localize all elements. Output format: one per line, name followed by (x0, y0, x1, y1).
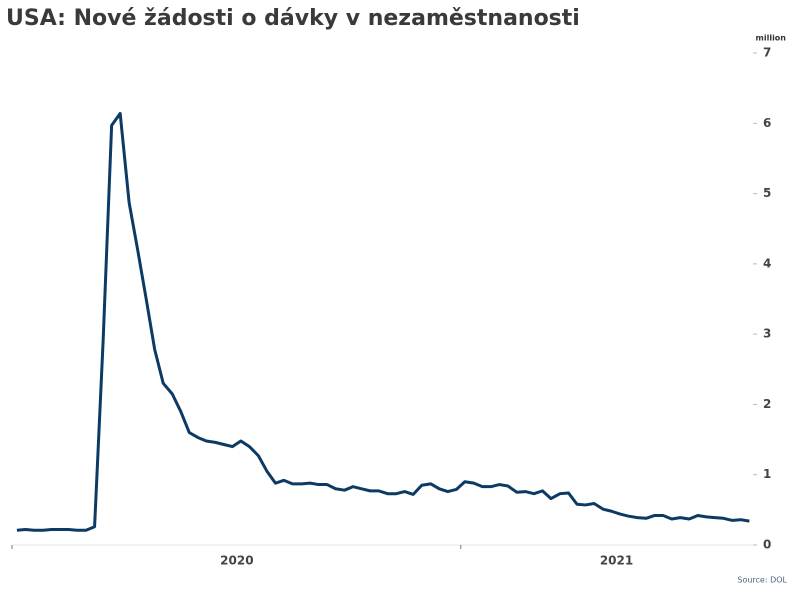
chart-title: USA: Nové žádosti o dávky v nezaměstnano… (6, 6, 580, 31)
source: Source: DOL (737, 576, 787, 585)
data-line (16, 111, 750, 532)
y-tick-label: 1 (763, 467, 771, 481)
y-tick-label: 0 (763, 538, 771, 552)
y-tick-label: 3 (763, 327, 771, 341)
y-tick-label: 7 (763, 46, 771, 60)
y-tick-label: 6 (763, 116, 771, 130)
y-tick-label: 4 (763, 256, 771, 270)
x-tick-label: 2020 (220, 554, 253, 568)
y-tick-label: 2 (763, 397, 771, 411)
y-unit: million (756, 34, 787, 43)
x-tick-label: 2021 (600, 554, 633, 568)
y-tick-label: 5 (763, 186, 771, 200)
